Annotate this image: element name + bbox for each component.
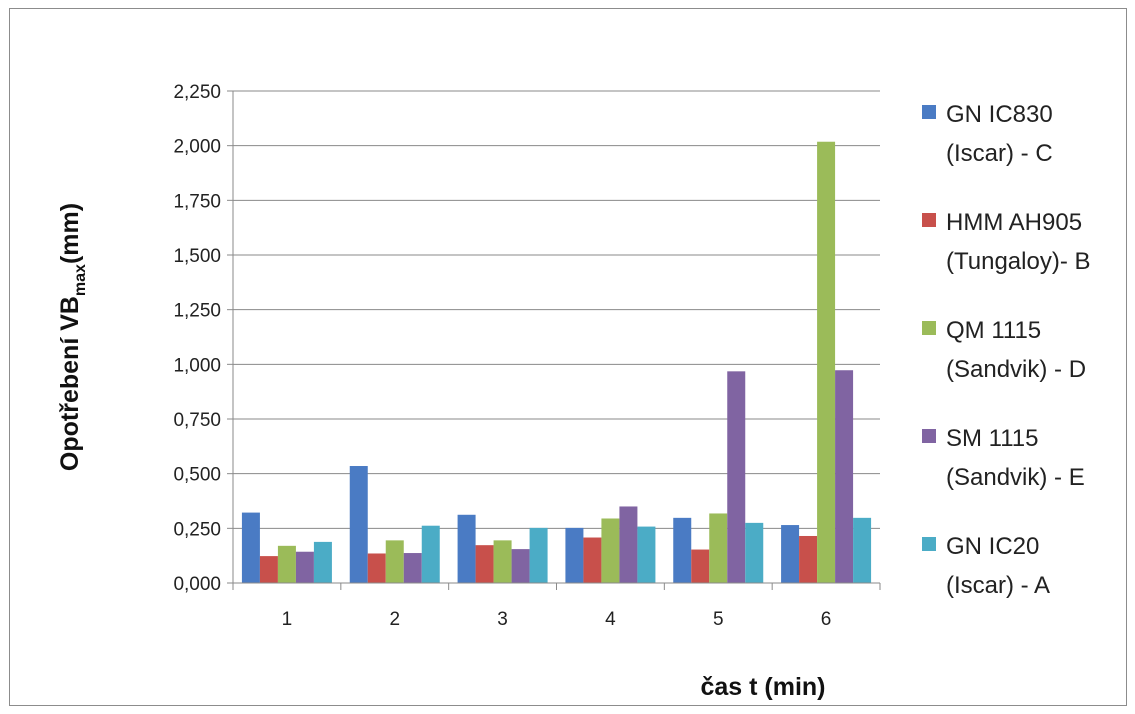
legend-label: GN IC20 [946, 533, 1039, 560]
bar [493, 540, 512, 583]
y-axis-title-sub: max [72, 264, 89, 296]
gridlines [233, 90, 880, 529]
y-axis-title-main: Opotřebení VB [56, 296, 84, 471]
y-axis-title-suffix: (mm) [56, 203, 84, 264]
y-tick-label: 0,250 [173, 519, 221, 540]
y-tick-label: 1,250 [173, 301, 221, 322]
y-tick-label: 2,250 [173, 82, 221, 103]
bar [277, 545, 296, 583]
legend-label: (Sandvik) - D [946, 356, 1086, 383]
y-tick-label: 1,750 [173, 191, 221, 212]
bar [385, 540, 404, 583]
bar [583, 537, 602, 583]
bar [295, 551, 314, 583]
y-axis-ticks: 0,000 0,250 0,500 0,750 1,000 1,250 1,500 1,750… [173, 82, 233, 595]
bar [241, 512, 260, 583]
bar [601, 518, 620, 583]
bar [457, 514, 476, 583]
bars [241, 141, 872, 584]
x-tick-label: 3 [497, 609, 508, 630]
bar [349, 466, 368, 583]
legend-label: QM 1115 [946, 317, 1041, 344]
legend-label: GN IC830 [946, 101, 1053, 128]
bar [259, 556, 278, 583]
bar [565, 527, 584, 583]
chart-frame [9, 8, 1127, 706]
legend-swatch [922, 321, 936, 335]
legend-label: HMM AH905 [946, 209, 1082, 236]
bar [673, 517, 692, 583]
legend-label: (Iscar) - C [946, 140, 1053, 167]
bar [745, 522, 764, 583]
x-tick-label: 5 [713, 609, 724, 630]
y-tick-label: 2,000 [173, 137, 221, 158]
y-tick-label: 0,500 [173, 465, 221, 486]
x-tick-label: 4 [605, 609, 616, 630]
x-tick-label: 1 [282, 609, 293, 630]
bar [403, 553, 422, 583]
y-tick-label: 0,750 [173, 410, 221, 431]
legend-swatch [922, 213, 936, 227]
x-tick-label: 2 [389, 609, 400, 630]
legend: GN IC830 (Iscar) - C HMM AH905 (Tungaloy)- … [922, 101, 1091, 599]
legend-label: (Iscar) - A [946, 572, 1050, 599]
legend-label: (Tungaloy)- B [946, 248, 1091, 275]
y-tick-label: 0,000 [173, 574, 221, 595]
bar [853, 517, 872, 583]
legend-swatch [922, 537, 936, 551]
bar [475, 545, 494, 583]
legend-swatch [922, 105, 936, 119]
bar [619, 506, 638, 583]
bar [313, 541, 332, 583]
y-axis-title: Opotřebení VBmax(mm) [56, 203, 89, 471]
bar [835, 370, 854, 583]
bar [637, 526, 656, 583]
legend-label: (Sandvik) - E [946, 464, 1085, 491]
bar [709, 513, 728, 583]
bar [529, 527, 548, 583]
bar [691, 549, 710, 583]
y-tick-label: 1,000 [173, 355, 221, 376]
legend-label: SM 1115 [946, 425, 1039, 452]
bar [799, 535, 818, 583]
bar [511, 549, 530, 583]
legend-swatch [922, 429, 936, 443]
bar [367, 553, 386, 583]
x-axis: 1 2 3 4 5 6 [232, 91, 881, 630]
bar [421, 525, 440, 583]
x-axis-title: čas t (min) [700, 673, 825, 701]
bar [727, 371, 746, 583]
bar [781, 525, 800, 583]
bar [817, 141, 836, 584]
y-tick-label: 1,500 [173, 246, 221, 267]
x-tick-label: 6 [821, 609, 832, 630]
